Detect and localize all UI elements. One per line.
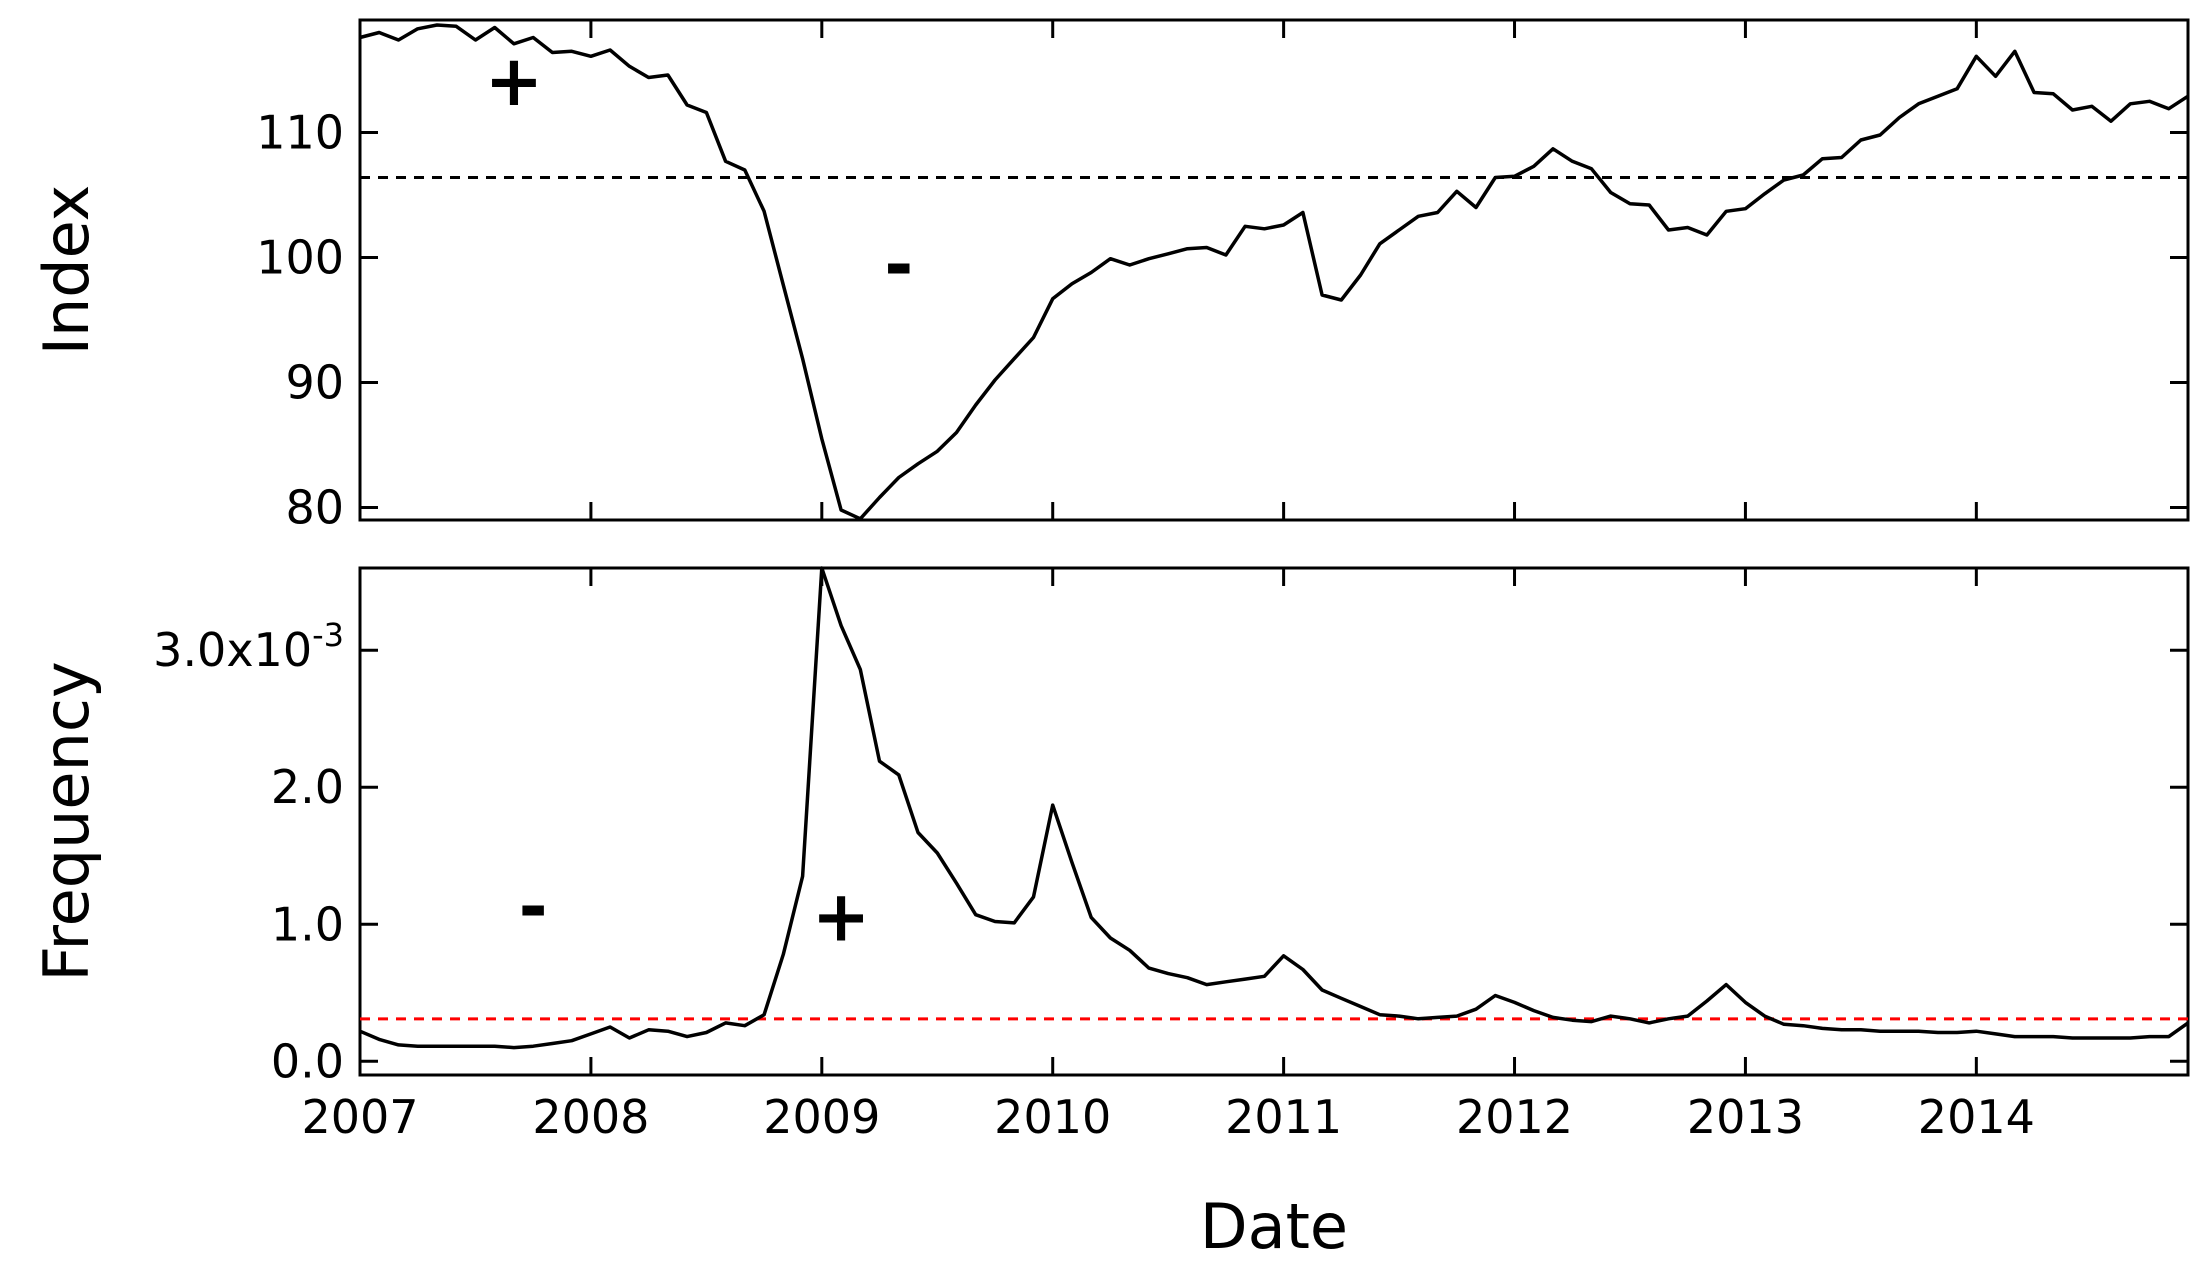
y-tick-label: 1.0 <box>271 897 344 951</box>
sign-annotation: + <box>485 40 544 122</box>
y-tick-label: 2.0 <box>271 760 344 814</box>
y-tick-label: 3.0x10-3 <box>153 616 344 677</box>
x-tick-label: 2010 <box>994 1090 1111 1144</box>
x-tick-label: 2008 <box>532 1090 649 1144</box>
series-line <box>359 566 2190 1050</box>
plot-frame <box>358 18 2190 522</box>
x-tick-label: 2011 <box>1225 1090 1342 1144</box>
index-panel: 80 90 100 110 Index + - <box>30 18 2190 535</box>
frequency-panel: 0.0 1.0 2.0 3.0x10-3 2007 2008 2009 2010 2011 201… <box>30 566 2190 1144</box>
x-tick-label: 2014 <box>1918 1090 2035 1144</box>
x-tick-label: 2009 <box>763 1090 880 1144</box>
y-tick-label: 110 <box>256 106 344 160</box>
x-tick-label: 2013 <box>1687 1090 1804 1144</box>
y-axis-title: Index <box>30 185 103 356</box>
y-tick-label: 0.0 <box>271 1034 344 1088</box>
y-tick-label: 80 <box>285 481 344 535</box>
x-tick-label: 2007 <box>301 1090 418 1144</box>
plot-frame <box>358 566 2190 1077</box>
y-tick-label: 100 <box>256 231 344 285</box>
x-tick-label: 2012 <box>1456 1090 1573 1144</box>
sign-annotation: - <box>884 224 913 306</box>
y-axis-title: Frequency <box>30 661 103 981</box>
sign-annotation: - <box>519 866 548 948</box>
y-tick-label: 90 <box>285 356 344 410</box>
sign-annotation: + <box>812 876 871 958</box>
x-axis-title: Date <box>1200 1190 1348 1263</box>
series-line <box>359 23 2189 521</box>
